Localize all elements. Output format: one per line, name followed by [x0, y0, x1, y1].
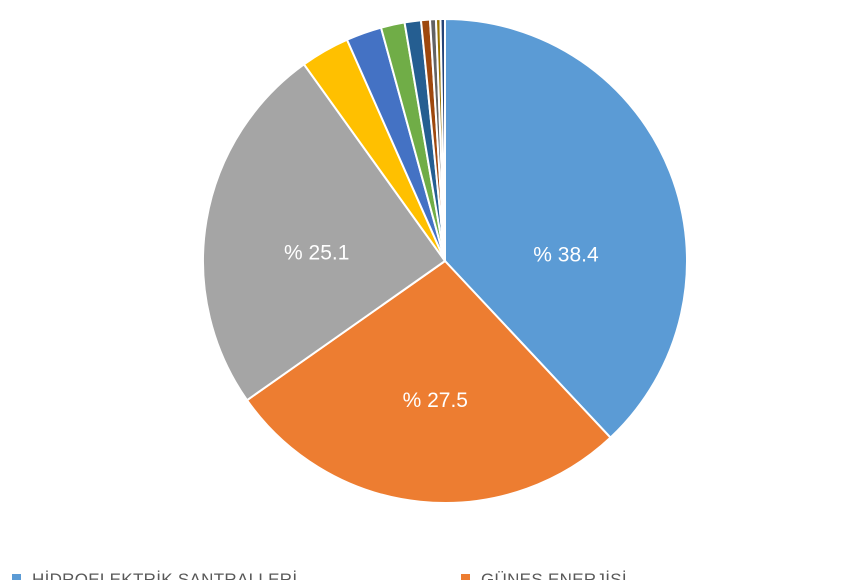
data-label-2: % 25.1 [284, 241, 349, 264]
legend-entry-1: GÜNEŞ ENERJİSİ [461, 570, 627, 580]
pie-slice-1 [245, 259, 612, 504]
legend: HİDROELEKTRİK SANTRALLERİ GÜNEŞ ENERJİSİ [12, 570, 627, 580]
pie-slice-0 [444, 17, 688, 440]
data-labels: % 38.4 % 27.5 % 25.1 [284, 241, 599, 412]
legend-swatch-0 [12, 574, 21, 580]
data-label-1: % 27.5 [403, 389, 468, 412]
pie-slices [202, 17, 688, 504]
legend-label-0: HİDROELEKTRİK SANTRALLERİ [32, 570, 297, 580]
data-label-0: % 38.4 [533, 244, 599, 267]
pie-slice-2 [202, 62, 447, 402]
legend-label-1: GÜNEŞ ENERJİSİ [481, 570, 627, 580]
legend-entry-0: HİDROELEKTRİK SANTRALLERİ [12, 570, 297, 580]
legend-swatch-1 [461, 574, 470, 580]
pie-slice-10 [439, 17, 446, 262]
